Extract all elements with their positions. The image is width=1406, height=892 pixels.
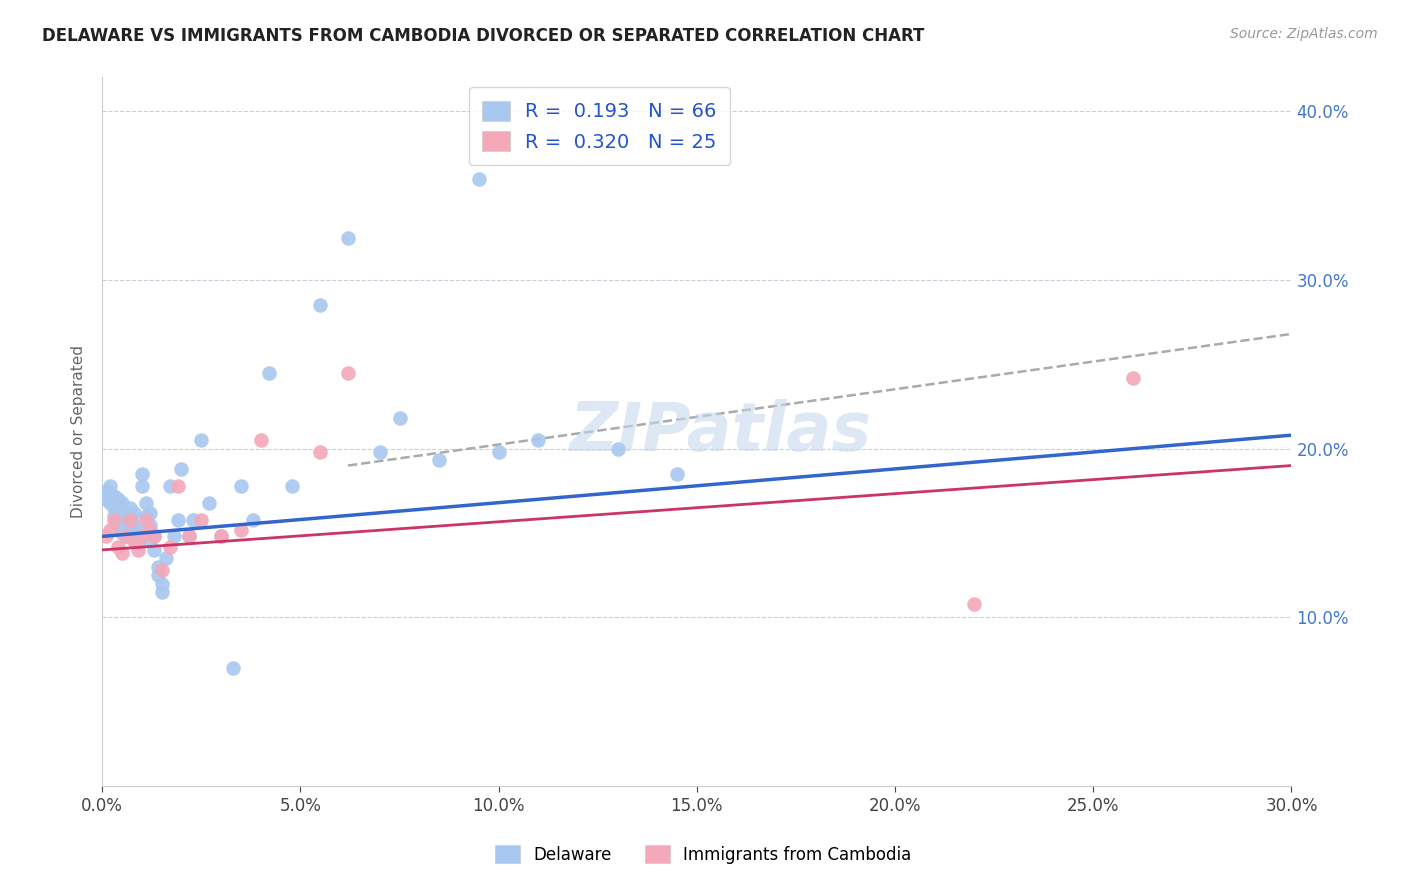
Legend: Delaware, Immigrants from Cambodia: Delaware, Immigrants from Cambodia [488, 838, 918, 871]
Point [131, 529, 153, 543]
Point [468, 171, 491, 186]
Point [118, 517, 141, 532]
Point [111, 526, 134, 541]
Point [115, 529, 138, 543]
Point [139, 506, 162, 520]
Point [96, 483, 118, 498]
Text: Source: ZipAtlas.com: Source: ZipAtlas.com [1230, 27, 1378, 41]
Point [115, 529, 138, 543]
Point [135, 512, 157, 526]
Point [150, 563, 173, 577]
Point [146, 559, 169, 574]
Point [209, 529, 232, 543]
Point [209, 529, 232, 543]
Point [139, 517, 162, 532]
Point [309, 445, 332, 459]
Point [115, 517, 138, 532]
Text: DELAWARE VS IMMIGRANTS FROM CAMBODIA DIVORCED OR SEPARATED CORRELATION CHART: DELAWARE VS IMMIGRANTS FROM CAMBODIA DIV… [42, 27, 925, 45]
Point [107, 492, 129, 507]
Point [96, 492, 118, 507]
Point [162, 529, 184, 543]
Point [257, 366, 280, 380]
Point [427, 453, 450, 467]
Point [190, 434, 212, 448]
Point [142, 529, 165, 543]
Point [111, 496, 134, 510]
Point [122, 517, 145, 532]
Point [229, 479, 252, 493]
Y-axis label: Divorced or Separated: Divorced or Separated [72, 345, 86, 518]
Point [98, 489, 121, 503]
Point [103, 512, 125, 526]
Text: ZIPatlas: ZIPatlas [569, 399, 872, 465]
Point [242, 512, 264, 526]
Point [98, 523, 121, 537]
Legend: R =  0.193   N = 66, R =  0.320   N = 25: R = 0.193 N = 66, R = 0.320 N = 25 [468, 87, 730, 165]
Point [388, 411, 411, 425]
Point [96, 529, 118, 543]
Point [1122, 371, 1144, 385]
Point [127, 542, 149, 557]
Point [963, 597, 986, 611]
Point [111, 517, 134, 532]
Point [368, 445, 391, 459]
Point [166, 479, 188, 493]
Point [142, 542, 165, 557]
Point [118, 509, 141, 524]
Point [131, 479, 153, 493]
Point [111, 546, 134, 560]
Point [249, 434, 271, 448]
Point [118, 500, 141, 515]
Point [107, 500, 129, 515]
Point [309, 298, 332, 312]
Point [142, 529, 165, 543]
Point [135, 509, 157, 524]
Point [183, 512, 205, 526]
Point [179, 529, 201, 543]
Point [139, 534, 162, 549]
Point [127, 534, 149, 549]
Point [135, 496, 157, 510]
Point [166, 512, 188, 526]
Point [222, 661, 245, 675]
Point [111, 509, 134, 524]
Point [155, 551, 177, 566]
Point [107, 517, 129, 532]
Point [122, 506, 145, 520]
Point [115, 506, 138, 520]
Point [103, 500, 125, 515]
Point [159, 479, 181, 493]
Point [527, 434, 550, 448]
Point [170, 462, 193, 476]
Point [150, 576, 173, 591]
Point [98, 479, 121, 493]
Point [281, 479, 304, 493]
Point [107, 509, 129, 524]
Point [118, 512, 141, 526]
Point [103, 509, 125, 524]
Point [127, 523, 149, 537]
Point [122, 534, 145, 549]
Point [666, 467, 689, 481]
Point [131, 467, 153, 481]
Point [103, 489, 125, 503]
Point [229, 523, 252, 537]
Point [150, 585, 173, 599]
Point [337, 366, 360, 380]
Point [337, 231, 360, 245]
Point [139, 523, 162, 537]
Point [179, 529, 201, 543]
Point [98, 496, 121, 510]
Point [159, 540, 181, 554]
Point [488, 445, 510, 459]
Point [198, 496, 221, 510]
Point [103, 496, 125, 510]
Point [606, 442, 628, 456]
Point [190, 512, 212, 526]
Point [122, 529, 145, 543]
Point [107, 540, 129, 554]
Point [146, 568, 169, 582]
